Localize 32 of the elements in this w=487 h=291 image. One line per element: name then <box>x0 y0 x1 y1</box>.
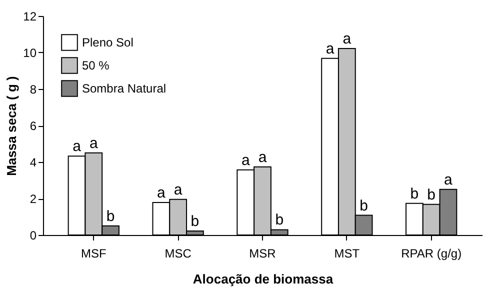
data-label: a <box>174 181 183 198</box>
y-tick-label: 8 <box>30 82 37 96</box>
x-tick-label: MST <box>334 246 360 260</box>
data-label: a <box>326 40 335 58</box>
data-label: b <box>190 212 200 230</box>
y-tick-label: 10 <box>23 46 37 60</box>
x-tick-label: MSR <box>249 246 276 260</box>
x-tick-label: RPAR (g/g) <box>401 246 462 260</box>
legend-label: Sombra Natural <box>82 82 166 96</box>
x-tick-label: MSC <box>164 246 192 260</box>
data-label: a <box>342 30 352 48</box>
legend-label: Pleno Sol <box>82 36 134 50</box>
x-axis-title: Alocação de biomassa <box>192 272 334 286</box>
data-label: a <box>157 184 166 202</box>
data-label: b <box>410 185 419 202</box>
y-tick-label: 6 <box>30 119 37 133</box>
data-label: a <box>258 148 268 166</box>
legend-label: 50 % <box>82 58 110 72</box>
y-tick-label: 4 <box>30 156 37 170</box>
data-label: b <box>275 212 284 229</box>
data-label: a <box>444 171 454 188</box>
data-label: b <box>106 208 115 225</box>
y-tick-label: 2 <box>30 192 37 206</box>
data-label: b <box>360 197 368 214</box>
y-tick-label: 0 <box>30 228 37 242</box>
data-label: a <box>72 138 82 156</box>
data-label: a <box>89 134 98 152</box>
data-label: b <box>427 186 436 204</box>
y-tick-label: 12 <box>23 10 37 24</box>
data-label: a <box>241 152 250 169</box>
y-axis-title: Massa seca ( g ) <box>4 76 20 176</box>
x-tick-label: MSF <box>80 246 106 260</box>
